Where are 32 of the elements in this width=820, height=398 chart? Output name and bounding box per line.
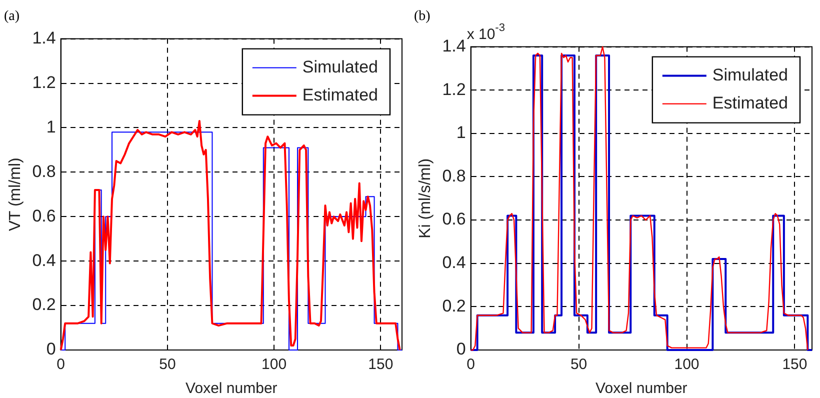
chart-title: (a) [4, 9, 20, 24]
y-tick-label: 0.8 [442, 166, 466, 186]
y-tick-label: 0.4 [32, 250, 56, 270]
y-tick-label: 1 [46, 117, 56, 136]
y-tick-label: 0.8 [32, 162, 56, 181]
y-axis-title: Ki (ml/s/ml) [417, 158, 434, 238]
y-tick-label: 0.6 [442, 210, 466, 229]
y-tick-label: 1.4 [442, 36, 466, 56]
y-tick-label: 1.2 [32, 72, 56, 92]
y-tick-label: 0 [456, 340, 466, 359]
x-axis-title: Voxel number [596, 380, 688, 398]
legend-label: Estimated [302, 85, 378, 104]
y-tick-label: 1.4 [32, 28, 56, 48]
y-tick-label: 0.6 [32, 206, 56, 226]
legend-label: Simulated [712, 65, 788, 84]
x-tick-label: 150 [782, 356, 808, 374]
y-axis-title: VT (ml/ml) [7, 158, 24, 232]
legend-label: Estimated [712, 93, 788, 112]
y-tick-label: 0.4 [442, 253, 466, 272]
chart-title: (b) [414, 9, 431, 24]
legend-label: Simulated [302, 57, 378, 76]
y-tick-label: 0.2 [32, 295, 56, 314]
x-tick-label: 100 [262, 356, 287, 374]
x-tick-label: 50 [570, 356, 588, 374]
y-tick-label: 0 [46, 340, 56, 359]
y-tick-label: 1.2 [442, 80, 466, 99]
y-tick-label: 0.2 [442, 296, 466, 316]
x-tick-label: 50 [159, 356, 176, 374]
x-axis-title: Voxel number [186, 380, 278, 398]
x-tick-label: 150 [368, 356, 394, 374]
x-tick-label: 100 [674, 356, 700, 374]
y-tick-label: 1 [456, 123, 466, 142]
